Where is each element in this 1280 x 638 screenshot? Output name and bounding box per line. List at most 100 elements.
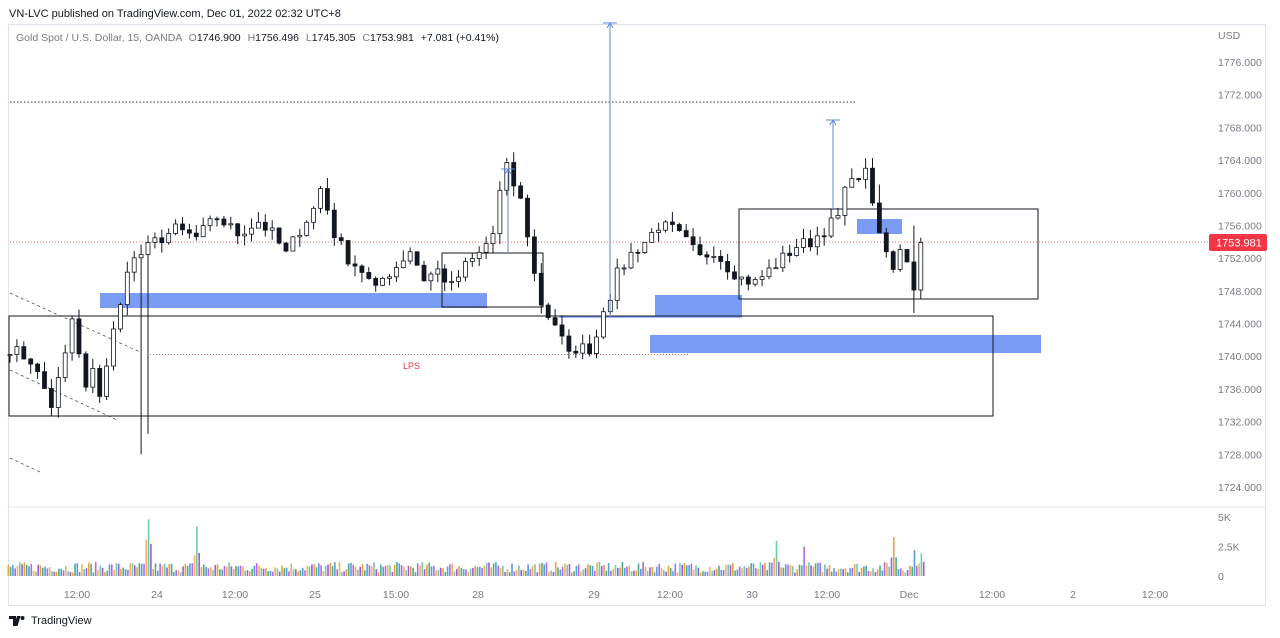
y-tick-label: 1736.000 [1218, 384, 1262, 396]
volume-bar [860, 567, 863, 576]
volume-bar [122, 567, 125, 576]
candle-body [407, 251, 413, 262]
volume-bar [791, 565, 794, 576]
volume-bar [904, 572, 907, 576]
volume-bar [784, 564, 787, 576]
y-tick-label: 1760.000 [1218, 188, 1262, 200]
candle-body [428, 273, 434, 282]
volume-bar [660, 567, 663, 576]
publisher-line: VN-LVC published on TradingView.com, Dec… [9, 8, 341, 20]
volume-bar [421, 562, 424, 576]
candle-body [442, 268, 448, 283]
footer-brand: TradingView [31, 615, 92, 627]
candle-body [725, 261, 730, 273]
volume-bar [646, 571, 649, 576]
volume-bar [308, 566, 311, 576]
volume-bar [442, 567, 444, 576]
volume-bar [564, 563, 566, 576]
volume-bar [203, 564, 205, 576]
volume-bar [640, 568, 642, 576]
candle-body [200, 225, 206, 238]
volume-bar [764, 562, 766, 576]
volume-bar [920, 553, 923, 576]
candle-body [283, 242, 289, 252]
volume-bar [76, 563, 79, 576]
volume-bar [458, 565, 460, 576]
candle-body [76, 318, 82, 355]
candle-body [311, 207, 317, 223]
volume-bar [890, 557, 893, 576]
candle-body [649, 232, 655, 243]
y-tick-label: 1772.000 [1218, 90, 1262, 102]
low-label: L [305, 32, 312, 44]
volume-bar [295, 569, 297, 576]
volume-bar [301, 567, 304, 576]
volume-bar [423, 569, 426, 576]
volume-bar [550, 570, 552, 576]
volume-bar [364, 570, 366, 576]
candle-body [400, 260, 406, 268]
volume-bar [603, 564, 605, 576]
volume-bar [180, 572, 182, 576]
volume-bar [331, 566, 334, 576]
volume-bar [341, 572, 343, 576]
demand-zone [655, 295, 742, 317]
volume-bar [343, 571, 345, 576]
volume-bar [329, 562, 332, 576]
volume-bar [513, 571, 516, 576]
candle-body [635, 251, 641, 254]
volume-bar [649, 567, 651, 576]
volume-tick-label: 5K [1218, 512, 1231, 524]
candle-body [393, 267, 399, 278]
volume-bar [598, 561, 601, 576]
volume-bar [318, 563, 320, 576]
volume-bar [373, 562, 375, 576]
candle-body [359, 265, 365, 273]
candle-body [497, 189, 503, 234]
volume-bar [380, 564, 382, 576]
candle-body [118, 304, 123, 330]
range-box [8, 315, 994, 417]
volume-bar [30, 563, 33, 576]
volume-bar [669, 567, 672, 576]
candle-body [138, 254, 144, 259]
candle-body [732, 271, 737, 280]
volume-bar [490, 567, 493, 576]
candle-body [573, 350, 579, 354]
candle-body [456, 276, 461, 282]
volume-bar [366, 563, 368, 576]
candle-body [676, 224, 682, 231]
ohlc-legend: Gold Spot / U.S. Dollar, 15, OANDA O1746… [16, 32, 499, 44]
candle-body [518, 185, 523, 199]
volume-bar [120, 569, 122, 576]
volume-bar [826, 568, 828, 576]
volume-bar [159, 563, 161, 576]
candle-body [532, 236, 537, 274]
volume-bar [483, 565, 486, 576]
volume-bar [794, 572, 796, 576]
volume-bar [460, 567, 463, 576]
volume-bar [798, 564, 801, 576]
volume-bar [692, 569, 695, 576]
volume-bar [538, 563, 541, 576]
x-tick-label: 25 [309, 589, 321, 601]
candle-body [883, 232, 889, 253]
volume-bar [589, 565, 591, 576]
volume-bar [352, 564, 355, 576]
volume-bar [916, 566, 918, 576]
volume-bar [435, 570, 437, 576]
volume-bar [879, 565, 881, 576]
volume-bar [780, 567, 782, 576]
volume-bar [752, 563, 755, 576]
y-tick-label: 1728.000 [1218, 449, 1262, 461]
volume-bar [702, 571, 704, 576]
y-tick-label: 1740.000 [1218, 351, 1262, 363]
candle-body [628, 251, 634, 269]
volume-bar [837, 569, 840, 576]
volume-bar [617, 567, 619, 576]
volume-bar [745, 568, 748, 576]
volume-bar [269, 570, 272, 576]
volume-bar [281, 565, 283, 576]
volume-bar [527, 564, 529, 576]
